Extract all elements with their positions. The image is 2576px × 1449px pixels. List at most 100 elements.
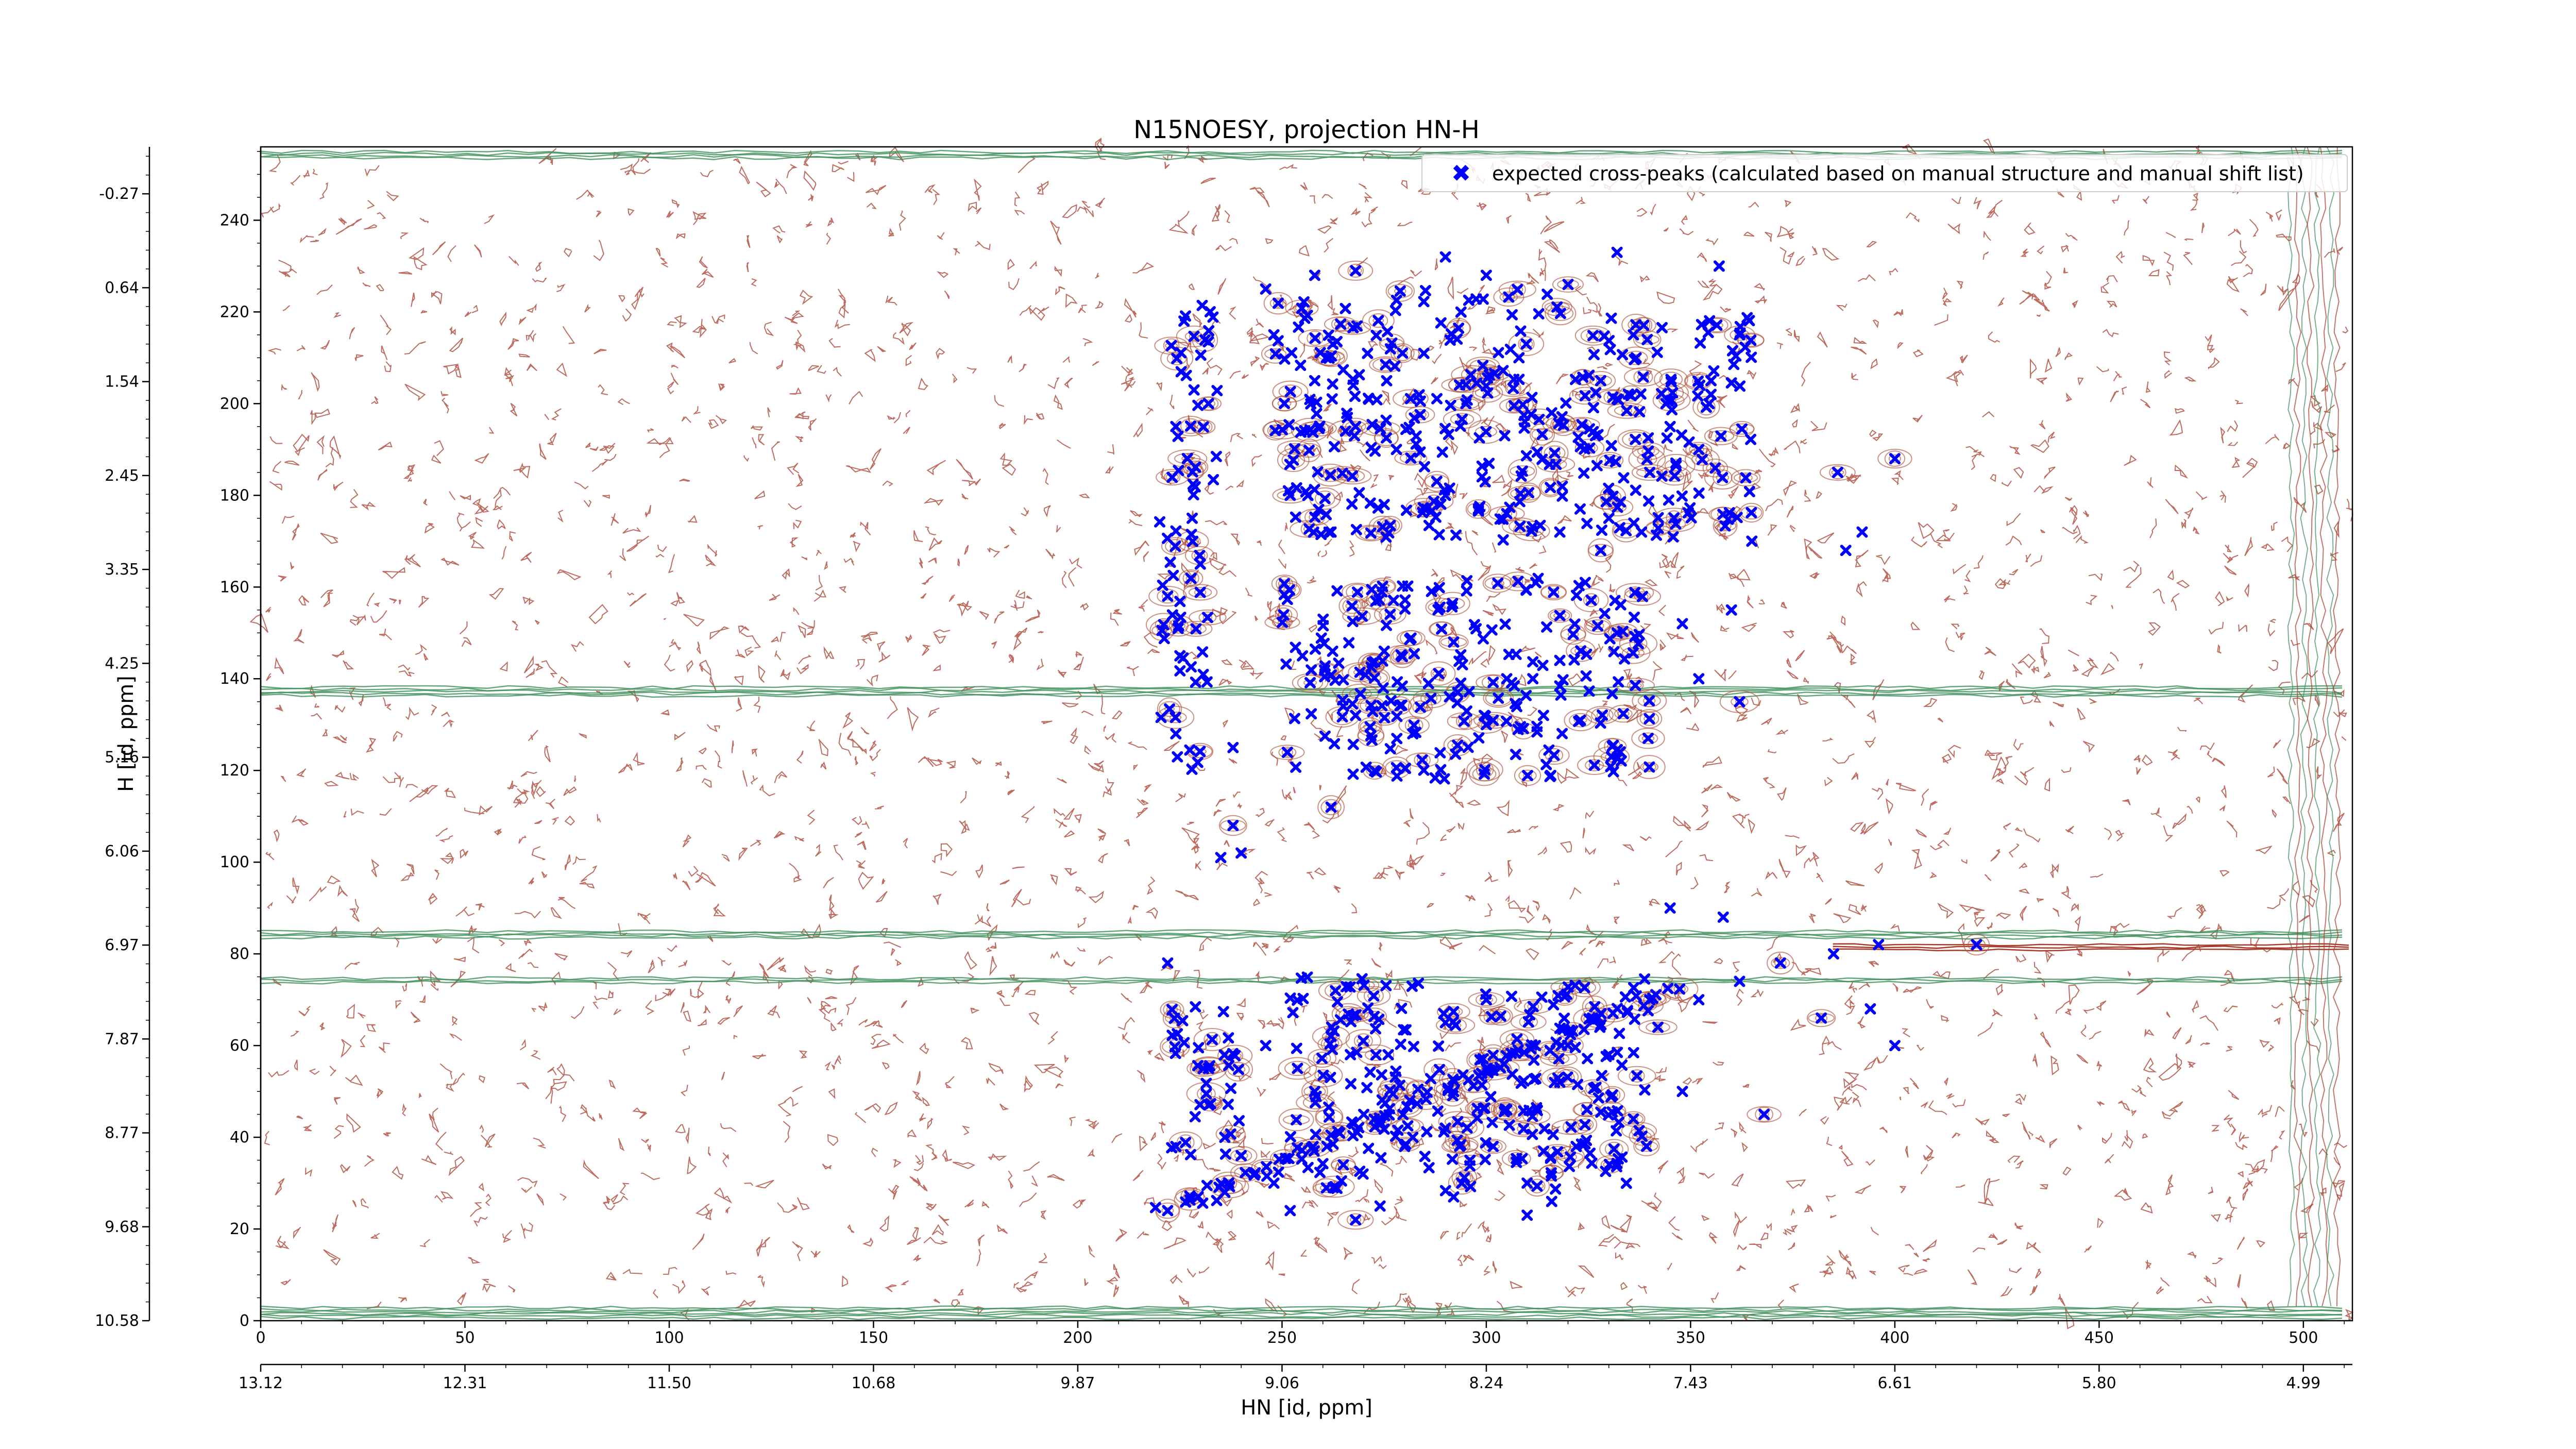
- cross-peak-marker: [1197, 646, 1209, 658]
- cross-peak-marker: [1443, 429, 1454, 440]
- peak-contour: [1475, 426, 1497, 437]
- peak-contour: [1185, 623, 1207, 634]
- cross-peak-marker: [1557, 419, 1569, 431]
- cross-peak-marker: [1553, 1053, 1565, 1065]
- peak-contour: [1566, 1123, 1576, 1131]
- cross-peak-marker: [1536, 453, 1548, 465]
- peak-contour: [1552, 987, 1578, 1006]
- cross-peak-marker: [1360, 761, 1372, 773]
- peak-contour: [1360, 420, 1401, 436]
- cross-peak-marker: [1180, 1137, 1192, 1149]
- cross-peak-marker: [1510, 648, 1522, 660]
- cross-peak-marker: [1376, 1069, 1387, 1081]
- cross-peak-marker: [1360, 669, 1371, 681]
- cross-peak-marker: [1528, 1054, 1540, 1066]
- cross-peak-marker: [1555, 689, 1567, 701]
- cross-peak-marker: [1620, 1177, 1632, 1189]
- cross-peak-marker: [1694, 379, 1706, 391]
- cross-peak-marker: [1635, 388, 1647, 400]
- cross-peak-marker: [1235, 1150, 1247, 1161]
- cross-peak-marker: [1273, 297, 1284, 309]
- cross-peak-marker: [1832, 466, 1843, 478]
- cross-peak-marker: [1666, 404, 1678, 416]
- cross-peak-marker: [1433, 1040, 1445, 1052]
- peak-contour: [1346, 1213, 1365, 1226]
- cross-peak-marker: [1507, 382, 1519, 394]
- cross-peak-marker: [1642, 1005, 1654, 1017]
- peak-contour: [1638, 1019, 1677, 1035]
- cross-peak-marker: [1758, 1108, 1770, 1120]
- cross-peak-marker: [1397, 1108, 1409, 1120]
- cross-peak-marker: [1585, 594, 1597, 606]
- peak-contour: [1583, 593, 1599, 608]
- cross-peak-marker: [1344, 981, 1356, 993]
- cross-peak-marker: [1628, 647, 1639, 659]
- peak-contour: [1692, 396, 1720, 419]
- peak-contour: [1557, 1152, 1584, 1162]
- cross-peak-marker: [1425, 693, 1437, 704]
- peak-contour: [1628, 436, 1642, 443]
- cross-peak-marker: [1350, 265, 1362, 277]
- cross-peak-marker: [1448, 636, 1460, 648]
- cross-peak-marker: [1370, 1023, 1381, 1035]
- cross-peak-marker: [1414, 409, 1426, 420]
- cross-peak-marker: [1693, 487, 1705, 499]
- cross-peak-marker: [1500, 1050, 1512, 1062]
- cross-peak-marker: [1705, 389, 1717, 400]
- cross-peak-marker: [1578, 1023, 1590, 1035]
- cross-peak-marker: [1416, 754, 1428, 766]
- cross-peak-marker: [1197, 1197, 1209, 1209]
- cross-peak-marker: [1667, 387, 1679, 399]
- peak-contour: [1731, 696, 1749, 707]
- peak-contour: [1390, 343, 1415, 363]
- cross-peak-marker: [1464, 1160, 1476, 1172]
- horizontal-ridge-contour: [260, 933, 2343, 938]
- cross-peak-marker: [1194, 586, 1206, 598]
- x-index-tick-label: 350: [1676, 1329, 1705, 1347]
- cross-peak-marker: [1404, 634, 1416, 645]
- y-ppm-tick-label: 4.25: [105, 654, 139, 672]
- cross-peak-marker: [1391, 770, 1403, 782]
- peak-contour: [1519, 340, 1533, 349]
- cross-peak-marker: [1588, 402, 1599, 414]
- legend-marker-x: ✖: [1451, 159, 1471, 187]
- peak-contour: [1574, 325, 1612, 346]
- peak-contour: [1200, 1090, 1212, 1098]
- cross-peak-marker: [1414, 395, 1426, 407]
- cross-peak-marker: [1174, 665, 1186, 677]
- peak-contour: [1633, 1136, 1660, 1156]
- cross-peak-marker: [1531, 1180, 1543, 1192]
- cross-peak-marker: [1534, 519, 1546, 531]
- peak-contour: [1511, 1036, 1523, 1042]
- cross-peak-marker: [1227, 1048, 1239, 1059]
- cross-peak-marker: [1470, 293, 1482, 305]
- cross-peak-marker: [1546, 1170, 1557, 1182]
- peak-contour: [1591, 622, 1604, 630]
- cross-peak-marker: [1605, 312, 1617, 324]
- cross-peak-marker: [1313, 503, 1325, 515]
- cross-peak-marker: [1324, 1038, 1336, 1050]
- peak-contour: [1330, 1159, 1356, 1171]
- cross-peak-marker: [1465, 1181, 1477, 1192]
- cross-peak-marker: [1336, 711, 1348, 723]
- cross-peak-marker: [1194, 550, 1206, 561]
- cross-peak-marker: [1676, 490, 1688, 502]
- cross-peak-marker: [1579, 1119, 1591, 1131]
- cross-peak-marker: [1722, 513, 1734, 525]
- cross-peak-marker: [1605, 440, 1617, 451]
- cross-peak-marker: [1461, 1122, 1473, 1134]
- cross-peak-marker: [1172, 430, 1184, 442]
- peak-contour: [1540, 585, 1567, 599]
- peak-contour: [1734, 473, 1758, 483]
- cross-peak-marker: [1306, 708, 1317, 720]
- cross-peak-marker: [1702, 327, 1714, 339]
- x-ppm-tick-label: 11.50: [647, 1374, 691, 1392]
- peak-contour: [1574, 439, 1605, 458]
- x-ppm-tick-label: 7.43: [1673, 1374, 1708, 1392]
- cross-peak-marker: [1745, 507, 1757, 518]
- cross-peak-marker: [1287, 1007, 1299, 1019]
- cross-peak-marker: [1310, 1090, 1322, 1102]
- cross-peak-marker: [1576, 419, 1588, 431]
- peak-contour: [1465, 1157, 1475, 1164]
- horizontal-ridge-contour: [260, 691, 2343, 696]
